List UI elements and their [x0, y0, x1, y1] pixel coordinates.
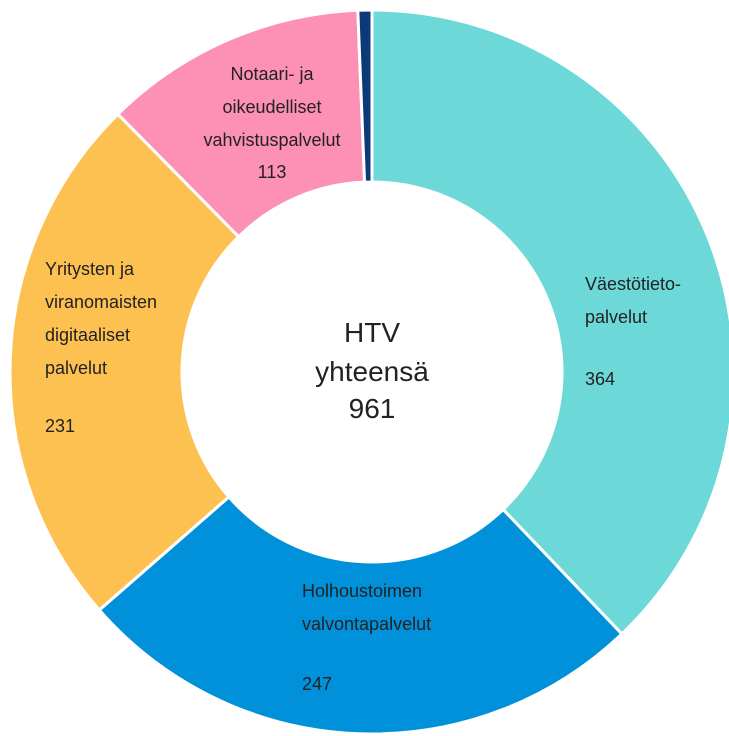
value-label: 364: [585, 369, 615, 389]
value-label: 231: [45, 416, 75, 436]
value-label: 113: [258, 162, 287, 182]
donut-segment: [370, 8, 729, 637]
segment-label: Yritysten ja viranomaisten digitaaliset pal…: [45, 259, 157, 378]
center-text: yhteensä: [315, 356, 429, 387]
segment-label: Notaari- ja oikeudelliset vahvistuspalvelu…: [203, 64, 340, 150]
donut-segment: [97, 494, 624, 736]
segment-label: Holhoustoimen valvontapalvelut: [302, 581, 431, 634]
value-label: 247: [302, 674, 332, 694]
center-text: HTV: [344, 317, 400, 348]
donut-segment: [8, 112, 241, 613]
donut-segment: [356, 8, 374, 184]
segment-label: Väestötieto-palvelut: [585, 274, 681, 327]
center-total: 961: [349, 393, 396, 424]
